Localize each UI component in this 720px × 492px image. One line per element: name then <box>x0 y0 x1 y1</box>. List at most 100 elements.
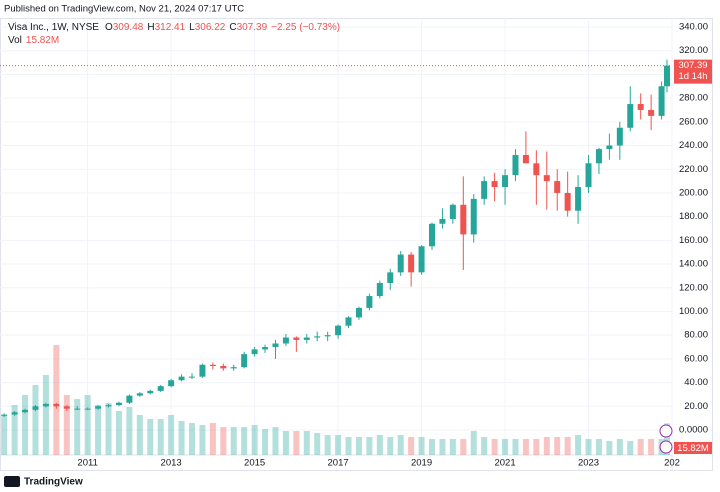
volume-bar <box>439 439 446 455</box>
volume-bar <box>74 399 81 455</box>
volume-bar <box>663 423 670 455</box>
volume-bar <box>282 431 289 455</box>
candle-body <box>335 325 342 336</box>
volume-bar <box>241 427 248 455</box>
candle-body <box>606 145 613 150</box>
volume-bar <box>387 437 394 455</box>
x-tick-label: 2015 <box>244 458 265 469</box>
volume-bar <box>220 427 227 455</box>
event-icon[interactable] <box>659 440 673 454</box>
volume-bar <box>418 437 425 455</box>
candle-body <box>648 109 655 116</box>
candle-body <box>168 380 175 387</box>
y-tick-label: 200.00 <box>679 187 708 198</box>
volume-bar <box>126 407 133 455</box>
volume-bar <box>481 437 488 455</box>
candle-body <box>1 414 8 416</box>
ohlc-value: 309.48 <box>113 22 144 33</box>
candle-body <box>376 283 383 297</box>
x-tick-label: 2023 <box>578 458 599 469</box>
candle-body <box>387 272 394 284</box>
ohlc-label: L <box>189 22 195 33</box>
candle-body <box>345 317 352 326</box>
y-tick-label: 0.0000 <box>679 425 708 436</box>
candle-body <box>189 376 195 378</box>
y-tick-label: 220.00 <box>679 164 708 175</box>
candle-body <box>199 364 206 377</box>
candle-body <box>543 175 550 182</box>
y-tick-label: 140.00 <box>679 259 708 270</box>
volume-bar <box>22 395 29 455</box>
candle-body <box>74 408 81 410</box>
volume-bar <box>84 395 91 455</box>
volume-bar <box>408 437 415 455</box>
candle-body <box>429 223 435 247</box>
volume-bar <box>585 439 592 455</box>
volume-price-box <box>674 442 712 454</box>
volume-bar <box>470 431 477 455</box>
y-tick-label: 120.00 <box>679 282 708 293</box>
grid <box>0 18 673 455</box>
candle-body <box>63 406 70 409</box>
candles <box>1 59 670 417</box>
candle-body <box>293 337 300 340</box>
candle-body <box>533 163 540 176</box>
y-tick-label: 20.00 <box>684 401 708 412</box>
candle-body <box>11 412 18 415</box>
brand-logo <box>4 476 20 487</box>
volume-price-label: 15.82M <box>677 443 709 454</box>
candle-body <box>241 354 248 368</box>
x-tick-label: 202 <box>664 458 680 469</box>
candle-body <box>282 337 289 344</box>
volume-bar <box>460 439 467 455</box>
volume-bar <box>157 419 164 455</box>
ohlc-label: H <box>147 22 154 33</box>
brand: TradingView <box>24 477 83 488</box>
ohlc-value: 312.41 <box>155 22 186 33</box>
event-icon[interactable] <box>659 424 673 438</box>
candle-body <box>136 393 143 396</box>
volume-bar <box>554 437 561 455</box>
y-tick-label: 260.00 <box>679 116 708 127</box>
volume-bar <box>637 439 644 455</box>
volume-bar <box>95 405 102 455</box>
candle-body <box>460 204 467 235</box>
chart-frame <box>0 18 713 471</box>
candle-body <box>616 127 623 146</box>
volume-bar <box>543 437 550 455</box>
candle-body <box>209 364 216 366</box>
change: −2.25 (−0.73%) <box>271 22 340 33</box>
ohlc-value: 307.39 <box>237 22 268 33</box>
candle-body <box>564 192 571 211</box>
volume-bar <box>627 441 634 455</box>
volume-bar <box>105 403 112 455</box>
candle-body <box>491 181 498 188</box>
volume-legend: Vol 15.82M <box>8 35 59 46</box>
candle-body <box>470 198 477 235</box>
volume-bar <box>648 439 655 455</box>
volume-bar <box>63 395 70 455</box>
candle-body <box>658 86 665 116</box>
candle-body <box>251 349 258 355</box>
countdown: 1d 14h <box>678 71 707 82</box>
candle-body <box>220 365 227 369</box>
candle-body <box>418 246 425 273</box>
volume-bar <box>1 415 8 455</box>
candle-body <box>663 65 670 87</box>
x-tick-label: 2013 <box>161 458 182 469</box>
volume-bar <box>397 435 404 455</box>
candle-body <box>585 163 592 188</box>
volume-pane <box>1 345 670 455</box>
candle-body <box>502 175 509 188</box>
candle-body <box>366 296 373 308</box>
volume-bar <box>251 425 258 455</box>
candle-body <box>397 254 404 273</box>
ohlc-label: C <box>229 22 236 33</box>
candle-body <box>42 403 49 407</box>
x-tick-label: 2011 <box>77 458 97 469</box>
candle-body <box>408 254 415 273</box>
volume-bar <box>314 433 321 455</box>
volume-bar <box>376 435 383 455</box>
volume-bar <box>355 437 362 455</box>
volume-bar <box>324 435 331 455</box>
